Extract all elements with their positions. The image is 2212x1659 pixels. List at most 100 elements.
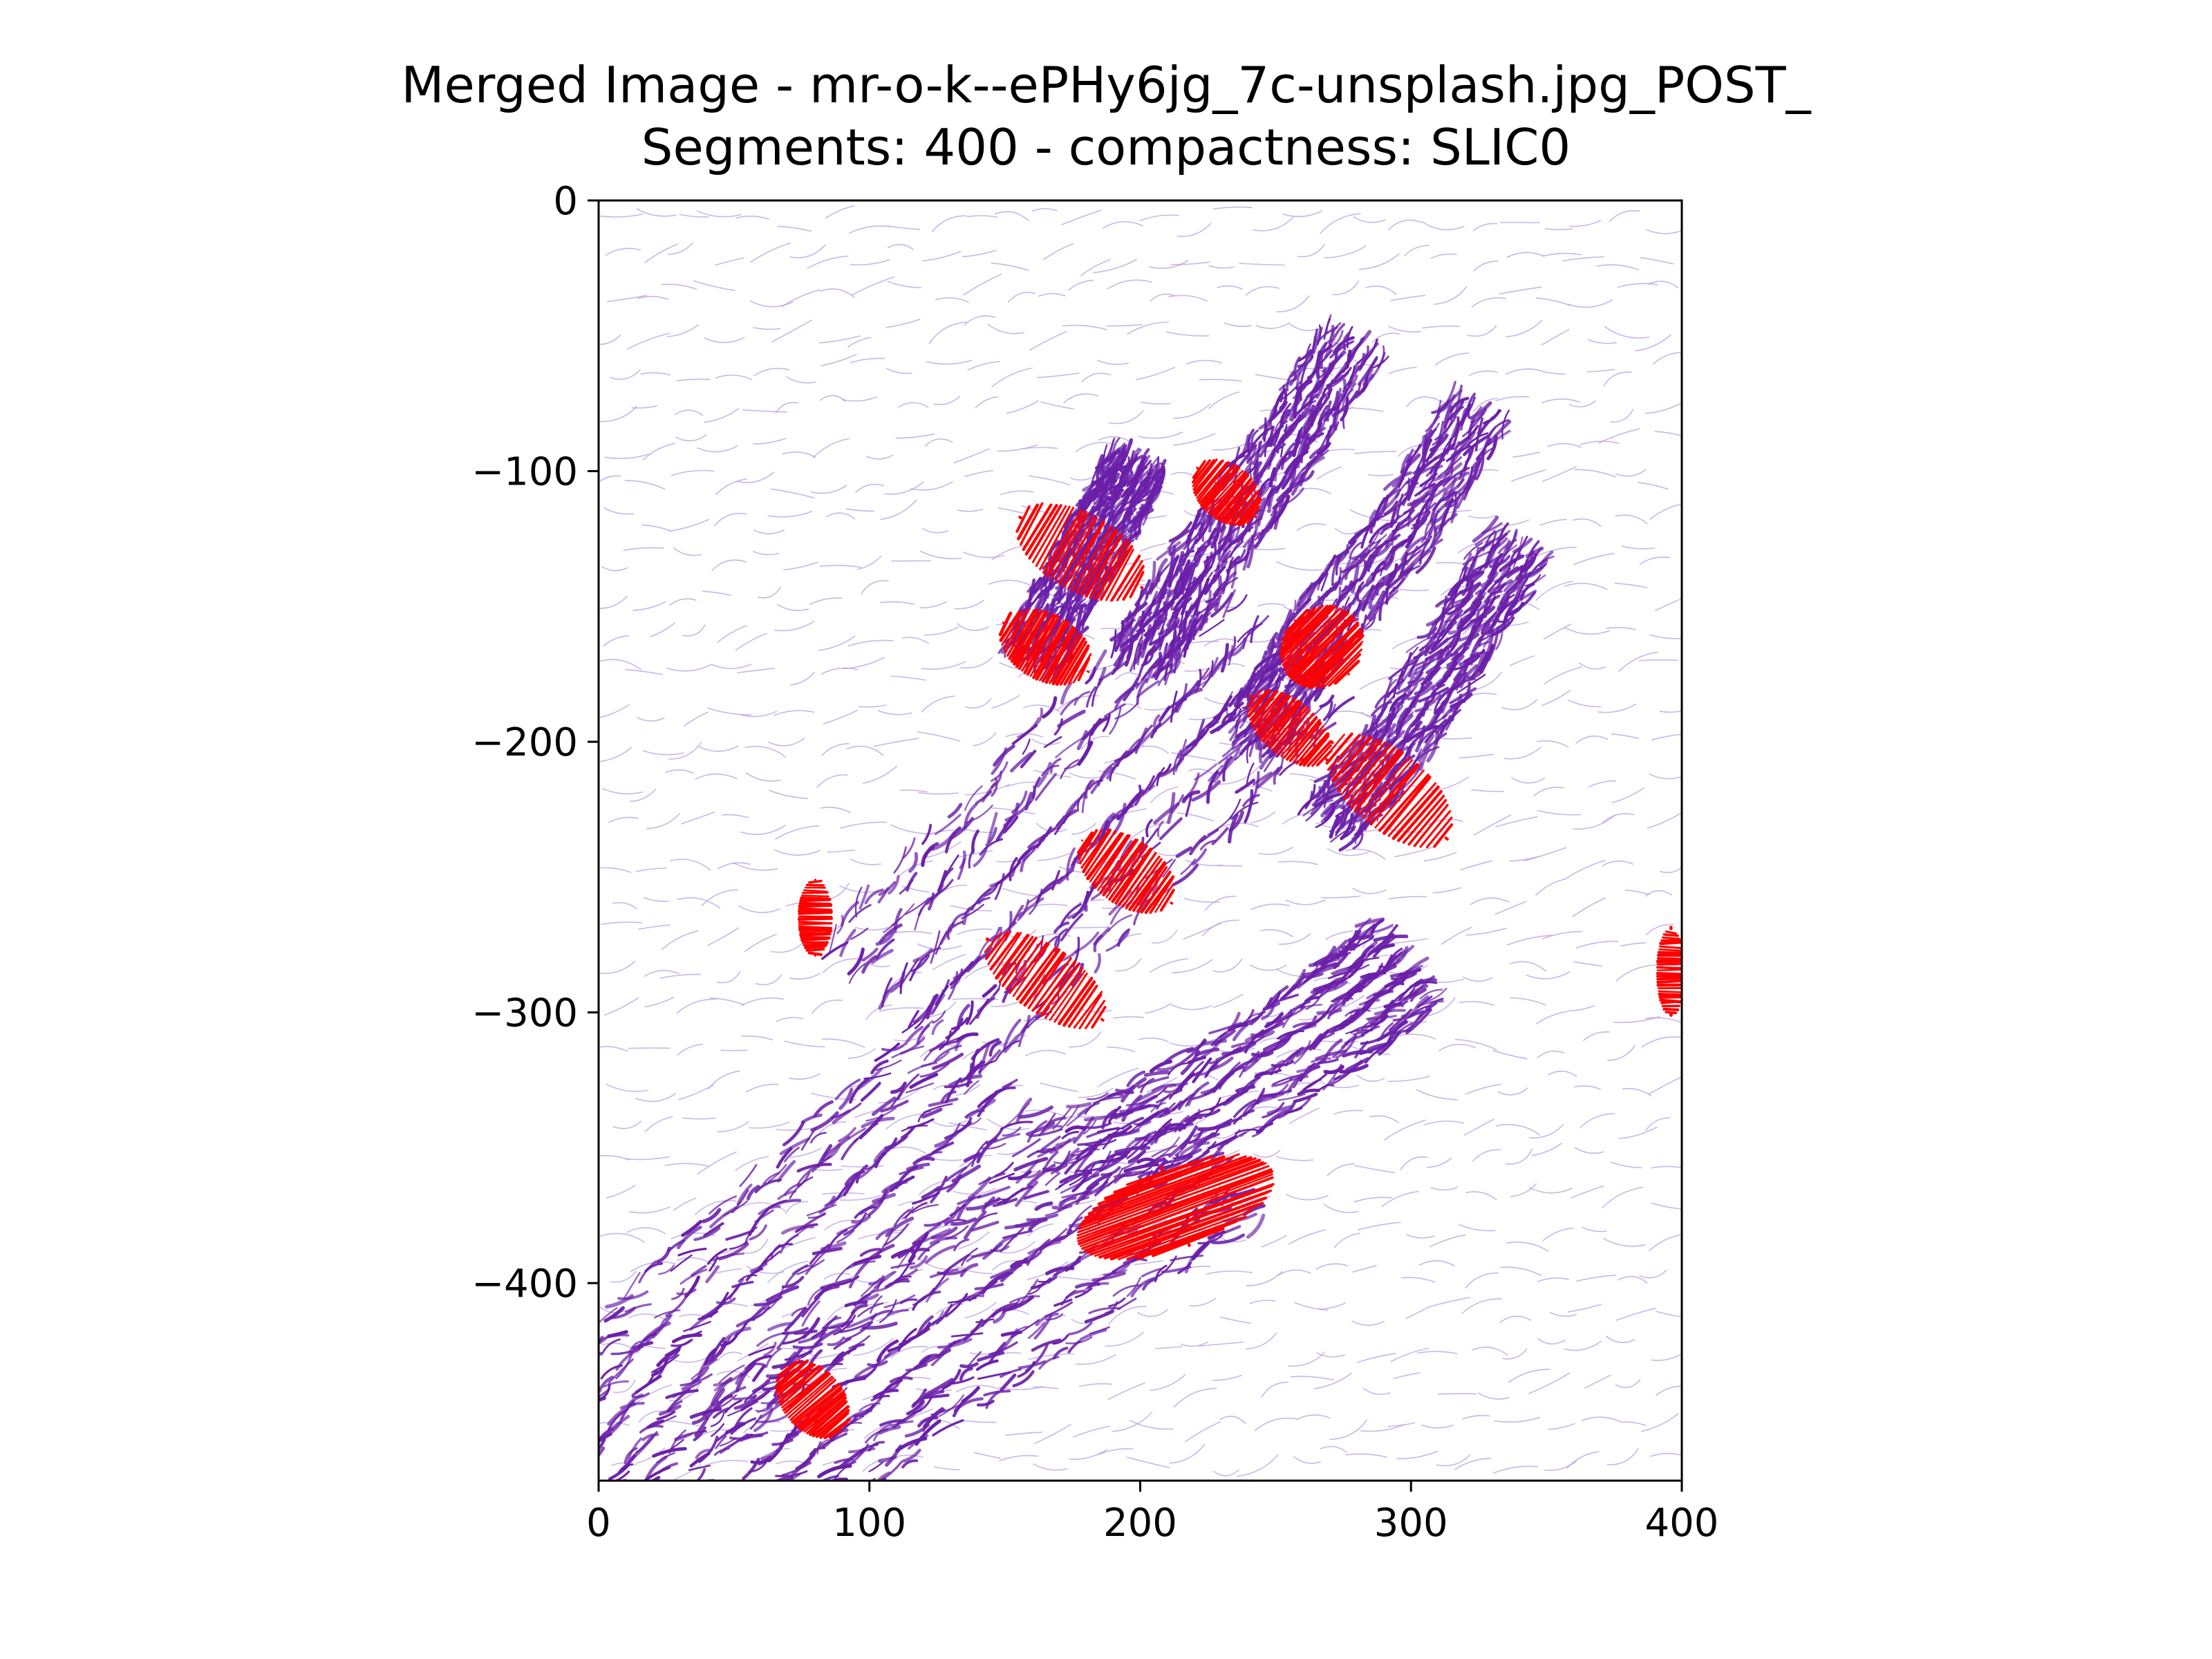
hand-streamline	[1187, 1081, 1210, 1107]
hand-streamline	[864, 888, 884, 905]
background-streamline	[1356, 1353, 1396, 1363]
background-streamline	[1537, 1050, 1565, 1059]
background-streamline	[1615, 1378, 1641, 1389]
hand-streamline	[1478, 447, 1494, 465]
hand-streamline	[924, 1040, 946, 1061]
background-streamline	[818, 635, 856, 651]
highlight-streamline	[1220, 480, 1255, 523]
hand-streamline	[1250, 615, 1259, 644]
background-streamline	[1027, 1223, 1054, 1237]
hand-streamline	[1112, 1284, 1142, 1297]
hand-streamline	[693, 1226, 721, 1241]
hand-streamline	[718, 1365, 745, 1384]
hand-streamline	[1315, 980, 1348, 994]
highlight-streamline	[1353, 751, 1404, 813]
hand-streamline	[1210, 592, 1234, 618]
hand-streamline	[820, 1241, 847, 1251]
highlight-streamline	[1076, 528, 1116, 594]
hand-streamline	[1143, 1157, 1166, 1168]
hand-streamline	[1318, 554, 1336, 585]
highlight-streamline	[1039, 506, 1075, 571]
hand-streamline	[1289, 1004, 1323, 1011]
background-streamline	[1640, 256, 1674, 265]
hand-streamline	[1203, 657, 1219, 681]
background-streamline	[1495, 816, 1538, 828]
hand-streamline	[959, 1263, 979, 1277]
highlight-streamline	[1413, 803, 1449, 847]
hand-streamline	[702, 1208, 722, 1224]
hand-streamline	[901, 1459, 919, 1469]
background-streamline	[1006, 929, 1037, 939]
hand-streamline	[1026, 1213, 1059, 1221]
background-streamline	[1535, 581, 1573, 601]
highlight-streamline	[1046, 511, 1087, 578]
highlight-streamline	[1254, 515, 1257, 518]
hand-streamline	[1206, 589, 1212, 609]
hand-streamline	[848, 1335, 870, 1349]
highlight-streamline	[1350, 749, 1401, 809]
hand-streamline	[1174, 551, 1185, 576]
hand-streamline	[1136, 1157, 1156, 1164]
background-streamline	[1383, 1119, 1426, 1141]
hand-streamline	[930, 1226, 958, 1240]
hand-streamline	[715, 1297, 736, 1305]
background-streamline	[735, 215, 770, 220]
hand-streamline	[1175, 846, 1193, 859]
hand-streamline	[1248, 615, 1270, 635]
background-streamline	[697, 210, 742, 218]
background-streamline	[1107, 1382, 1145, 1400]
hand-streamline	[973, 846, 988, 868]
background-streamline	[785, 375, 816, 384]
hand-streamline	[1387, 949, 1405, 964]
hand-streamline	[978, 1042, 991, 1075]
background-streamline	[1568, 1004, 1595, 1012]
background-streamline	[1237, 1454, 1279, 1477]
hand-streamline	[1382, 471, 1412, 491]
background-streamline	[1138, 431, 1183, 439]
hand-streamline	[831, 1103, 862, 1119]
hand-streamline	[1210, 1056, 1234, 1071]
background-streamline	[964, 315, 996, 326]
background-streamline	[599, 475, 621, 483]
hand-streamline	[1027, 1163, 1056, 1188]
background-streamline	[822, 1192, 865, 1195]
background-streamline	[644, 1116, 673, 1133]
background-streamline	[1505, 1148, 1533, 1165]
highlight-streamline	[1010, 610, 1044, 663]
hand-streamline	[734, 1407, 753, 1428]
background-streamline	[1542, 1227, 1574, 1241]
background-streamline	[1574, 1147, 1604, 1154]
hand-streamline	[976, 1399, 995, 1407]
background-streamline	[1579, 440, 1620, 446]
hand-streamline	[890, 1081, 907, 1094]
background-streamline	[1165, 331, 1210, 337]
hand-streamline	[950, 1332, 984, 1338]
hand-streamline	[1136, 1085, 1166, 1102]
background-streamline	[745, 1083, 779, 1093]
background-streamline	[1492, 1465, 1538, 1474]
highlight-middle-red	[1279, 604, 1365, 689]
highlight-streamline	[1391, 785, 1440, 841]
hand-streamline	[1287, 1072, 1304, 1092]
background-streamline	[860, 580, 889, 595]
hand-streamline	[1374, 1009, 1406, 1015]
background-streamline	[926, 1001, 957, 1018]
background-streamline	[1031, 207, 1058, 212]
background-streamline	[901, 885, 930, 893]
hand-streamline	[875, 1059, 902, 1071]
hand-streamline	[1333, 323, 1346, 339]
background-streamline	[1603, 371, 1632, 387]
highlight-streamline	[1094, 834, 1131, 889]
background-streamline	[1406, 1234, 1435, 1239]
hand-streamline	[950, 1217, 977, 1226]
hand-streamline	[1102, 442, 1126, 462]
background-streamline	[699, 745, 739, 752]
highlight-streamline	[1077, 657, 1091, 682]
hand-streamline	[919, 1062, 950, 1078]
background-streamline	[738, 905, 781, 914]
hand-streamline	[1266, 1105, 1293, 1116]
highlight-streamline	[1044, 628, 1076, 684]
hand-streamline	[1002, 1018, 1022, 1050]
hand-streamline	[656, 1410, 676, 1421]
hand-streamline	[1316, 1008, 1342, 1015]
